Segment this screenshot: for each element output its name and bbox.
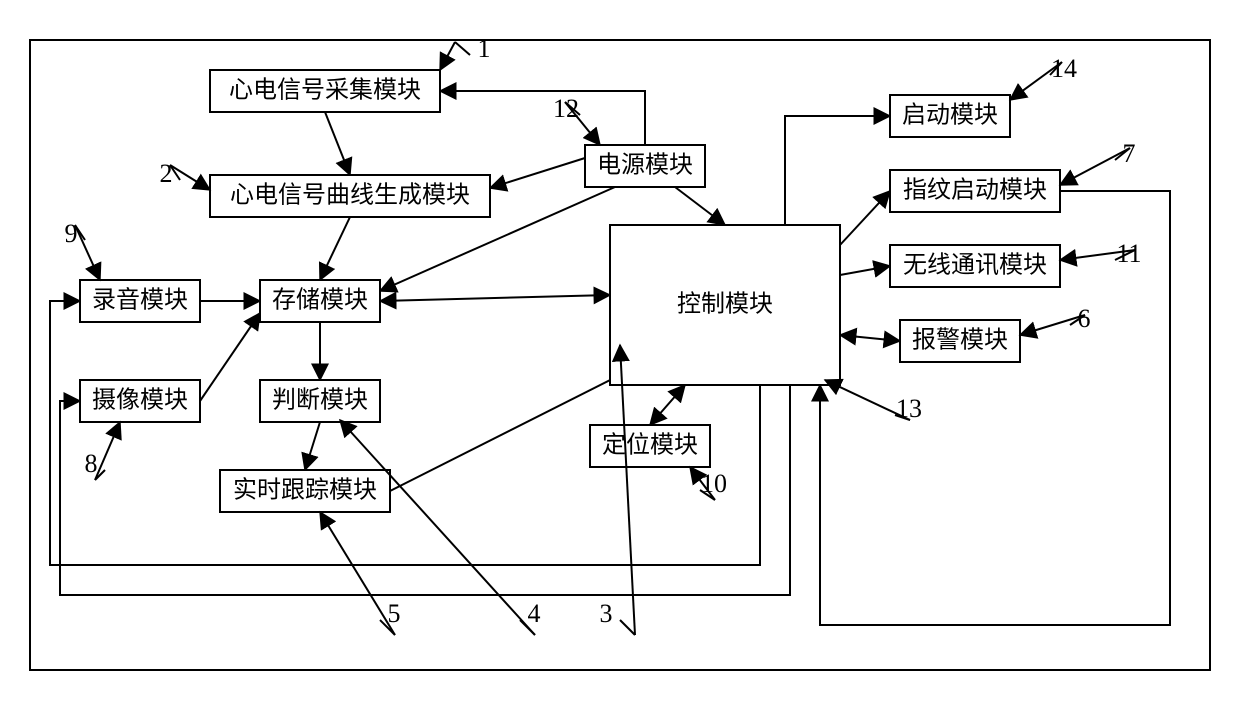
edge xyxy=(325,112,350,175)
edge xyxy=(675,187,725,225)
callout-number: 2 xyxy=(160,159,173,188)
edge xyxy=(305,422,320,470)
node-label: 心电信号曲线生成模块 xyxy=(230,182,470,209)
callout-2: 2 xyxy=(160,159,211,190)
callout-5: 5 xyxy=(320,512,401,635)
node-label: 报警模块 xyxy=(912,327,1008,354)
node-label: 启动模块 xyxy=(902,102,998,129)
edge xyxy=(490,158,585,188)
callout-6: 6 xyxy=(1020,304,1091,335)
edge xyxy=(320,217,350,280)
node-n6: 报警模块 xyxy=(900,320,1020,362)
callout-number: 5 xyxy=(388,599,401,628)
node-label: 摄像模块 xyxy=(92,387,188,414)
edge xyxy=(840,335,900,341)
node-n1: 心电信号采集模块 xyxy=(210,70,440,112)
callout-number: 13 xyxy=(896,394,922,423)
edge xyxy=(440,91,645,145)
callout-10: 10 xyxy=(690,467,727,500)
edge xyxy=(650,385,685,425)
node-label: 指纹启动模块 xyxy=(903,177,1047,204)
edge xyxy=(840,191,890,245)
callout-number: 1 xyxy=(478,34,491,63)
callout-number: 10 xyxy=(701,469,727,498)
diagram-canvas: 心电信号采集模块心电信号曲线生成模块 电源模块 启动模块指纹启动模块无线通讯模块报警… xyxy=(0,0,1240,710)
node-n5: 实时跟踪模块 xyxy=(220,470,390,512)
node-label: 定位模块 xyxy=(602,432,698,459)
node-label: 录音模块 xyxy=(92,287,188,314)
edge xyxy=(380,295,610,301)
node-label: 控制模块 xyxy=(677,291,773,318)
callout-number: 6 xyxy=(1078,304,1091,333)
node-n11: 无线通讯模块 xyxy=(890,245,1060,287)
callout-3: 3 xyxy=(600,345,636,635)
node-n10: 定位模块 xyxy=(590,425,710,467)
edge xyxy=(840,266,890,275)
callout-number: 9 xyxy=(65,219,78,248)
callout-14: 14 xyxy=(1010,54,1077,100)
callout-7: 7 xyxy=(1060,139,1136,185)
node-n8: 摄像模块 xyxy=(80,380,200,422)
node-label: 无线通讯模块 xyxy=(903,252,1047,279)
callout-number: 8 xyxy=(85,449,98,478)
node-n12: 电源模块 xyxy=(585,145,705,187)
node-n4: 存储模块 xyxy=(260,280,380,322)
callout-number: 7 xyxy=(1123,139,1136,168)
node-label: 判断模块 xyxy=(272,387,368,414)
node-label: 心电信号采集模块 xyxy=(229,77,421,104)
callout-8: 8 xyxy=(85,422,121,480)
node-n7: 指纹启动模块 xyxy=(890,170,1060,212)
callout-number: 11 xyxy=(1116,239,1141,268)
callout-13: 13 xyxy=(825,380,922,423)
node-n2: 心电信号曲线生成模块 xyxy=(210,175,490,217)
edge xyxy=(200,313,260,401)
callout-11: 11 xyxy=(1060,239,1142,268)
node-n3: 判断模块 xyxy=(260,380,380,422)
callout-number: 3 xyxy=(600,599,613,628)
callout-number: 4 xyxy=(528,599,541,628)
node-n13: 控制模块 xyxy=(610,225,840,385)
node-n9: 录音模块 xyxy=(80,280,200,322)
callout-12: 12 xyxy=(553,94,600,145)
node-n14: 启动模块 xyxy=(890,95,1010,137)
callout-4: 4 xyxy=(340,420,541,635)
callout-number: 12 xyxy=(553,94,579,123)
callout-number: 14 xyxy=(1051,54,1077,83)
node-label: 存储模块 xyxy=(272,287,368,314)
node-label: 电源模块 xyxy=(597,152,693,179)
node-label: 实时跟踪模块 xyxy=(233,477,377,504)
callout-9: 9 xyxy=(65,219,101,280)
